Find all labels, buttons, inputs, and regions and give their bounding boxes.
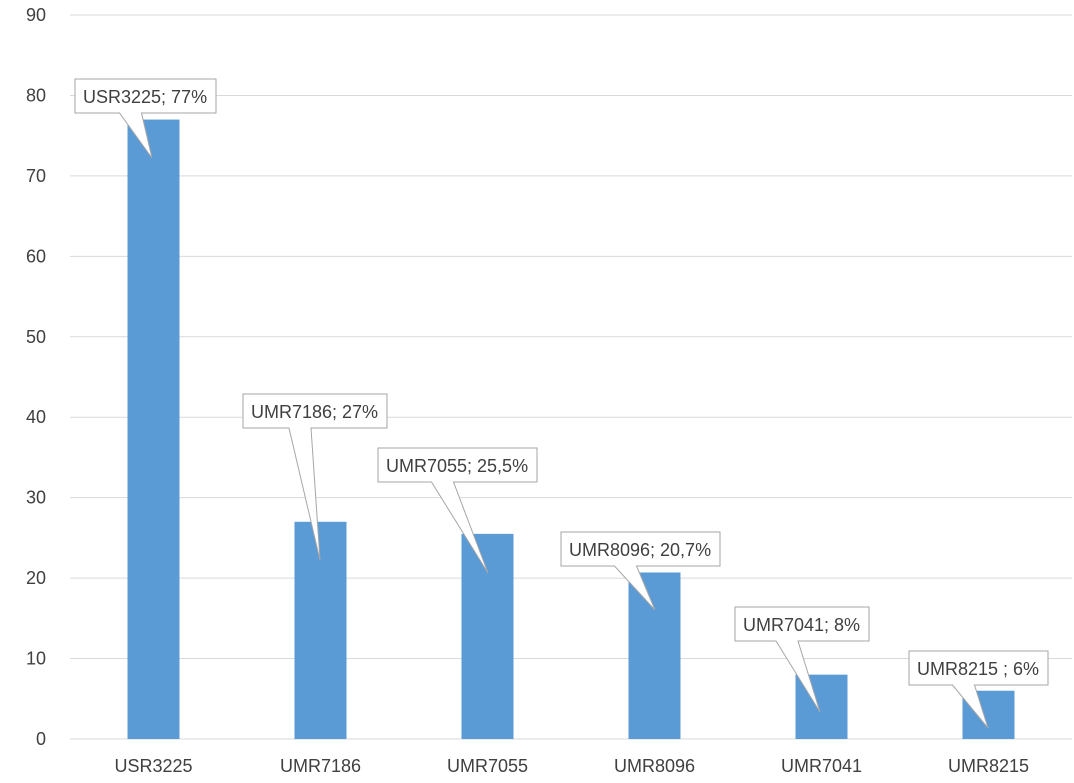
x-tick-label: UMR8096 — [614, 756, 695, 776]
data-label-callout: USR3225; 77% — [74, 78, 217, 159]
callout-shape — [74, 78, 217, 159]
y-tick-label: 40 — [26, 407, 46, 427]
y-tick-label: 70 — [26, 166, 46, 186]
y-tick-label: 60 — [26, 246, 46, 266]
data-callouts: USR3225; 77% UMR7186; 27% UMR7055; 25,5% UM… — [74, 78, 1049, 729]
bars — [127, 119, 1015, 740]
data-label-callout: UMR7055; 25,5% — [377, 447, 538, 574]
callout-shape — [377, 447, 538, 574]
x-tick-label: UMR7055 — [447, 756, 528, 776]
data-label-callout: UMR8096; 20,7% — [560, 531, 721, 611]
bar — [628, 572, 681, 739]
data-label-callout: UMR8215 ; 6% — [908, 650, 1049, 729]
x-tick-label: UMR7041 — [781, 756, 862, 776]
data-label-text: USR3225; 77% — [83, 87, 207, 107]
data-label-text: UMR7041; 8% — [743, 615, 860, 635]
data-label-text: UMR8096; 20,7% — [569, 540, 711, 560]
y-tick-label: 50 — [26, 327, 46, 347]
y-tick-label: 30 — [26, 488, 46, 508]
x-axis-ticks: USR3225 UMR7186 UMR7055 UMR8096 UMR7041 UMR82… — [114, 756, 1029, 776]
x-tick-label: UMR7186 — [280, 756, 361, 776]
y-tick-label: 80 — [26, 85, 46, 105]
bar — [461, 533, 514, 739]
y-tick-label: 20 — [26, 568, 46, 588]
x-tick-label: USR3225 — [114, 756, 192, 776]
y-axis-ticks: 0 10 20 30 40 50 60 70 80 90 — [26, 5, 46, 749]
y-tick-label: 0 — [36, 729, 46, 749]
gridlines — [70, 14, 1072, 740]
y-tick-label: 90 — [26, 5, 46, 25]
callout-shape — [560, 531, 721, 611]
callout-shape — [908, 650, 1049, 729]
y-tick-label: 10 — [26, 649, 46, 669]
x-tick-label: UMR8215 — [948, 756, 1029, 776]
bar — [294, 521, 347, 739]
data-label-text: UMR7186; 27% — [251, 402, 378, 422]
callout-shape — [734, 606, 870, 713]
data-label-text: UMR8215 ; 6% — [917, 659, 1039, 679]
bar — [127, 119, 180, 740]
data-label-callout: UMR7041; 8% — [734, 606, 870, 713]
data-label-text: UMR7055; 25,5% — [386, 456, 528, 476]
data-label-callout: UMR7186; 27% — [242, 393, 388, 561]
callout-shape — [242, 393, 388, 561]
